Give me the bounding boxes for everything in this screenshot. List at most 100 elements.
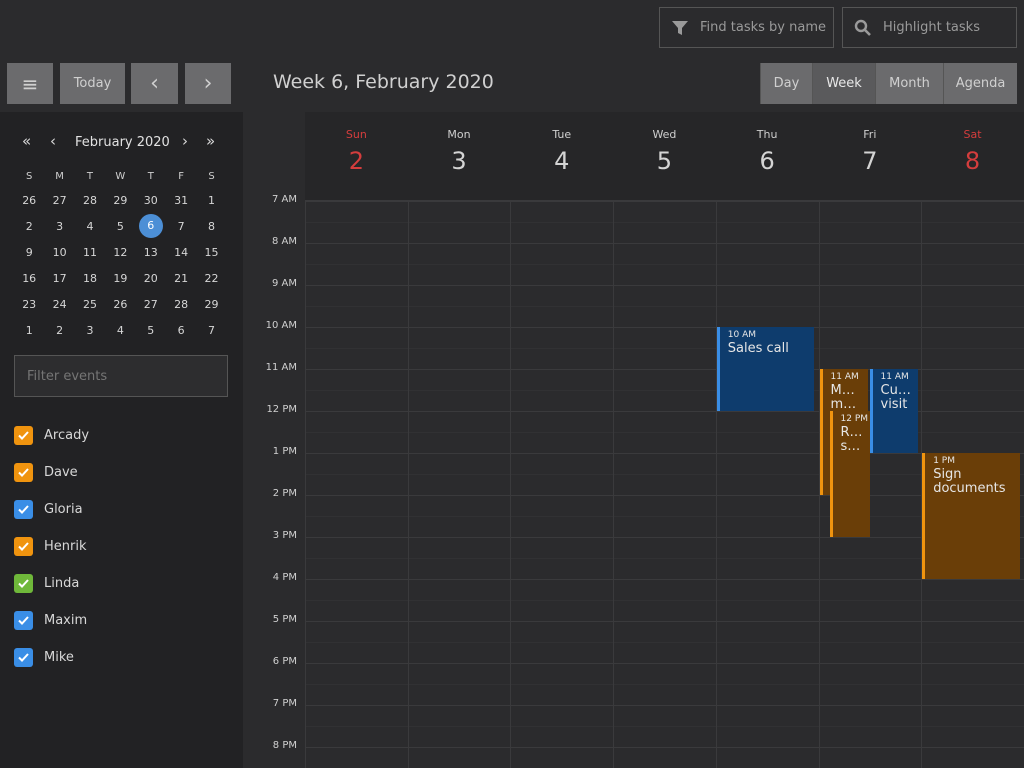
resource-item[interactable]: Dave (14, 454, 89, 491)
mini-day[interactable]: 8 (208, 219, 216, 233)
day-header-sun[interactable]: Sun 2 (305, 112, 408, 201)
mini-day[interactable]: 1 (25, 323, 33, 337)
mini-week-row: 26 27 28 29 30 31 1 (14, 187, 227, 213)
checkbox-checked-icon[interactable] (14, 537, 33, 556)
mini-day[interactable]: 2 (56, 323, 64, 337)
resource-item[interactable]: Mike (14, 639, 89, 676)
day-number-label: 2 (348, 147, 364, 175)
mini-day[interactable]: 20 (143, 271, 158, 285)
resource-label: Maxim (44, 613, 88, 628)
checkbox-checked-icon[interactable] (14, 611, 33, 630)
menu-button[interactable]: ≡ (7, 63, 53, 104)
mini-day[interactable]: 24 (52, 297, 67, 311)
event-time: 11 AM (880, 372, 909, 382)
mini-week-row: 16 17 18 19 20 21 22 (14, 265, 227, 291)
event-block[interactable]: 1 PM Sign documents (922, 453, 1020, 579)
day-header-thu[interactable]: Thu 6 (716, 112, 819, 201)
view-day-button[interactable]: Day (760, 63, 812, 104)
mini-day[interactable]: 9 (25, 245, 33, 259)
event-block[interactable]: 12 PM R… s… (829, 411, 870, 537)
mini-day[interactable]: 6 (177, 323, 185, 337)
hour-line (305, 747, 1024, 748)
event-block[interactable]: 10 AM Sales call (716, 327, 815, 411)
day-header-wed[interactable]: Wed 5 (613, 112, 716, 201)
mini-day[interactable]: 25 (82, 297, 97, 311)
mini-day[interactable]: 19 (113, 271, 128, 285)
find-tasks-input[interactable]: Find tasks by name (659, 7, 834, 48)
filter-events-input[interactable] (14, 355, 228, 397)
mini-day[interactable]: 21 (174, 271, 189, 285)
previous-button[interactable]: ‹ (131, 63, 178, 104)
resource-label: Linda (44, 576, 80, 591)
mini-day[interactable]: 5 (116, 219, 124, 233)
resource-item[interactable]: Henrik (14, 528, 89, 565)
mini-day[interactable]: 10 (52, 245, 67, 259)
day-header-sat[interactable]: Sat 8 (921, 112, 1024, 201)
mini-day[interactable]: 27 (143, 297, 158, 311)
checkbox-checked-icon[interactable] (14, 648, 33, 667)
mini-day[interactable]: 14 (174, 245, 189, 259)
mini-day[interactable]: 18 (82, 271, 97, 285)
mini-day[interactable]: 6 (136, 214, 166, 238)
day-header-mon[interactable]: Mon 3 (408, 112, 511, 201)
view-month-button[interactable]: Month (875, 63, 943, 104)
mini-day[interactable]: 5 (147, 323, 155, 337)
mini-day[interactable]: 22 (204, 271, 219, 285)
next-year-button[interactable]: » (206, 132, 216, 150)
day-header-fri[interactable]: Fri 7 (819, 112, 922, 201)
mini-day[interactable]: 23 (22, 297, 37, 311)
mini-day[interactable]: 15 (204, 245, 219, 259)
resource-label: Mike (44, 650, 74, 665)
hour-label: 1 PM (272, 446, 297, 457)
mini-day[interactable]: 31 (174, 193, 189, 207)
today-button[interactable]: Today (60, 63, 125, 104)
mini-day[interactable]: 29 (113, 193, 128, 207)
checkbox-checked-icon[interactable] (14, 463, 33, 482)
view-week-button[interactable]: Week (812, 63, 875, 104)
mini-day[interactable]: 7 (208, 323, 216, 337)
mini-day[interactable]: 29 (204, 297, 219, 311)
mini-day[interactable]: 30 (143, 193, 158, 207)
resource-item[interactable]: Arcady (14, 417, 89, 454)
day-header-tue[interactable]: Tue 4 (510, 112, 613, 201)
mini-day[interactable]: 11 (82, 245, 97, 259)
view-agenda-button[interactable]: Agenda (943, 63, 1017, 104)
mini-day[interactable]: 27 (52, 193, 67, 207)
mini-day[interactable]: 28 (82, 193, 97, 207)
next-month-button[interactable]: › (182, 132, 188, 150)
checkbox-checked-icon[interactable] (14, 426, 33, 445)
time-grid[interactable]: 10 AM Sales call 11 AM M… m… 12 PM R… s… 11 AM… (305, 201, 1024, 768)
previous-month-button[interactable]: ‹ (50, 132, 56, 150)
next-button[interactable]: › (185, 63, 231, 104)
highlight-tasks-input[interactable]: Highlight tasks (842, 7, 1017, 48)
previous-year-button[interactable]: « (22, 132, 32, 150)
hour-label: 8 AM (271, 236, 297, 247)
resource-item[interactable]: Gloria (14, 491, 89, 528)
mini-day[interactable]: 2 (25, 219, 33, 233)
day-column-divider (305, 201, 306, 768)
resource-item[interactable]: Maxim (14, 602, 89, 639)
half-hour-line (305, 348, 1024, 349)
mini-day[interactable]: 3 (86, 323, 94, 337)
mini-day[interactable]: 3 (56, 219, 64, 233)
chevron-left-icon: ‹ (150, 71, 159, 96)
event-block[interactable]: 11 AM Cu… visit (869, 369, 918, 453)
checkbox-checked-icon[interactable] (14, 574, 33, 593)
mini-day[interactable]: 28 (174, 297, 189, 311)
mini-day[interactable]: 26 (22, 193, 37, 207)
mini-day[interactable]: 13 (143, 245, 158, 259)
mini-day[interactable]: 4 (116, 323, 124, 337)
mini-day[interactable]: 17 (52, 271, 67, 285)
resource-item[interactable]: Linda (14, 565, 89, 602)
half-hour-line (305, 516, 1024, 517)
hour-line (305, 453, 1024, 454)
mini-day[interactable]: 12 (113, 245, 128, 259)
event-time: 1 PM (933, 456, 955, 466)
mini-day[interactable]: 26 (113, 297, 128, 311)
mini-day[interactable]: 4 (86, 219, 94, 233)
mini-day[interactable]: 16 (22, 271, 37, 285)
mini-day[interactable]: 1 (208, 193, 216, 207)
day-column-divider (510, 201, 512, 768)
mini-day[interactable]: 7 (177, 219, 185, 233)
checkbox-checked-icon[interactable] (14, 500, 33, 519)
